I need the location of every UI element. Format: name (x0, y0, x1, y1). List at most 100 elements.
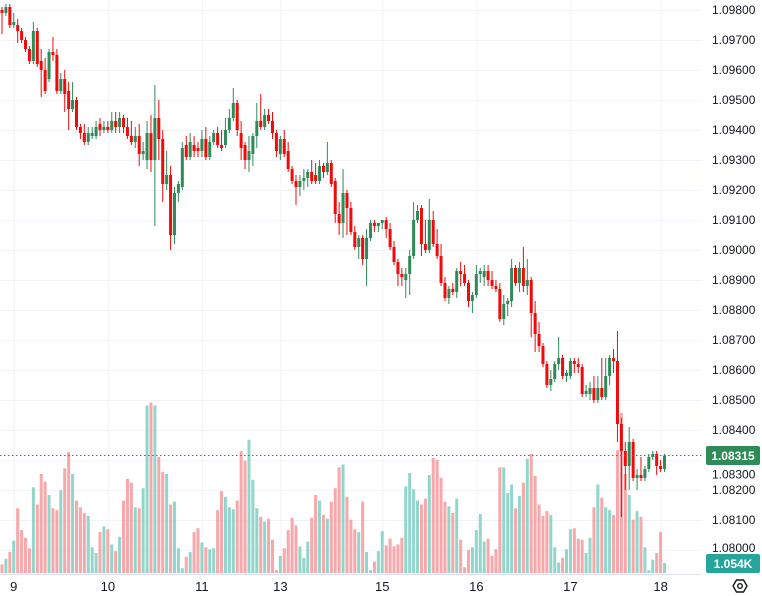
candle-body (223, 130, 227, 145)
volume-bar (267, 518, 271, 573)
volume-bar (470, 547, 474, 573)
volume-bar (122, 500, 126, 573)
volume-bar (86, 515, 90, 573)
volume-bar (255, 508, 259, 573)
candle-body (231, 103, 235, 118)
volume-bar (400, 537, 404, 573)
volume-bar (463, 567, 467, 573)
price-tick-label: 1.09300 (712, 153, 756, 167)
volume-bar (561, 557, 565, 573)
candle-body (86, 133, 90, 142)
candle-body (388, 229, 392, 247)
candle-body (412, 220, 416, 256)
candle-body (549, 379, 553, 385)
volume-bar (408, 473, 412, 573)
volume-bar (647, 570, 651, 573)
volume-bar (325, 518, 329, 573)
volume-bar (192, 532, 196, 573)
price-axis[interactable]: 1.09800 1.09700 1.09600 1.09500 1.09400 1.093… (712, 3, 756, 555)
volume-bar (419, 504, 423, 573)
volume-bar (557, 562, 561, 573)
candle-body (525, 280, 529, 286)
volume-bar (161, 472, 165, 573)
candle-body (63, 79, 67, 94)
volume-bar (149, 402, 153, 573)
volume-bar (474, 530, 478, 573)
volume-bar (298, 546, 302, 573)
candle-body (623, 451, 627, 466)
candle-body (302, 178, 306, 181)
volume-bar (4, 558, 8, 573)
volume-bar (384, 545, 388, 573)
candle-body (408, 256, 412, 274)
candle-body (51, 52, 55, 55)
volume-bar (517, 495, 521, 573)
candle-body (169, 175, 173, 235)
candle-body (102, 127, 106, 130)
candle-body (247, 151, 251, 160)
price-tick-label: 1.09500 (712, 93, 756, 107)
hexagon-gear-icon[interactable] (732, 579, 748, 593)
volume-bar (286, 530, 290, 573)
volume-bar (220, 491, 224, 573)
candle-body (267, 115, 271, 121)
volume-bar (568, 529, 572, 573)
candle-body (545, 364, 549, 385)
volume-bar (486, 538, 490, 573)
candle-body (478, 271, 482, 274)
time-tick-label: 9 (10, 579, 17, 594)
volume-bar (227, 507, 231, 573)
volume-bar (341, 464, 345, 573)
price-tick-label: 1.08400 (712, 423, 756, 437)
volume-bar (204, 547, 208, 573)
price-tick-label: 1.08000 (712, 541, 756, 555)
volume-bar (498, 467, 502, 573)
volume-bar (59, 490, 63, 573)
volume-bar (490, 555, 494, 573)
candle-body (314, 175, 318, 181)
candle-body (208, 142, 212, 157)
volume-bar (510, 484, 514, 573)
candle-body (392, 247, 396, 262)
volume-bar (502, 467, 506, 573)
candle-body (655, 454, 659, 466)
volume-bar (98, 532, 102, 573)
time-axis[interactable]: 9 10 11 13 15 16 17 18 (10, 579, 668, 594)
volume-bar (615, 450, 619, 573)
volume-bar (270, 539, 274, 573)
candle-body (627, 442, 631, 466)
volume-bar (592, 507, 596, 573)
candle-body (647, 457, 651, 469)
time-tick-label: 17 (563, 579, 577, 594)
volume-bar (251, 479, 255, 573)
price-tick-label: 1.09600 (712, 63, 756, 77)
candle-body (443, 283, 447, 298)
candle-body (110, 121, 114, 130)
volume-bar (600, 497, 604, 573)
volume-bar (643, 547, 647, 573)
price-tick-label: 1.08500 (712, 393, 756, 407)
volume-bar (380, 531, 384, 573)
volume-bar (216, 510, 220, 573)
current-price-label: 1.08315 (711, 449, 755, 463)
volume-bar (102, 526, 106, 573)
volume-bar (357, 532, 361, 573)
candle-body (361, 238, 365, 259)
candle-body (90, 133, 94, 136)
volume-bar (608, 510, 612, 573)
candle-body (122, 118, 126, 127)
volume-bar (172, 501, 176, 573)
candle-body (329, 163, 333, 184)
candle-body (459, 271, 463, 274)
candle-body (494, 286, 498, 289)
candle-body (337, 214, 341, 223)
volume-bar (176, 548, 180, 573)
volume-bar (196, 528, 200, 573)
volume-bar (47, 494, 51, 573)
price-tick-label: 1.08700 (712, 333, 756, 347)
candle-body (149, 133, 153, 160)
time-tick-label: 16 (469, 579, 483, 594)
candle-body (39, 61, 43, 70)
candle-body (306, 172, 310, 178)
